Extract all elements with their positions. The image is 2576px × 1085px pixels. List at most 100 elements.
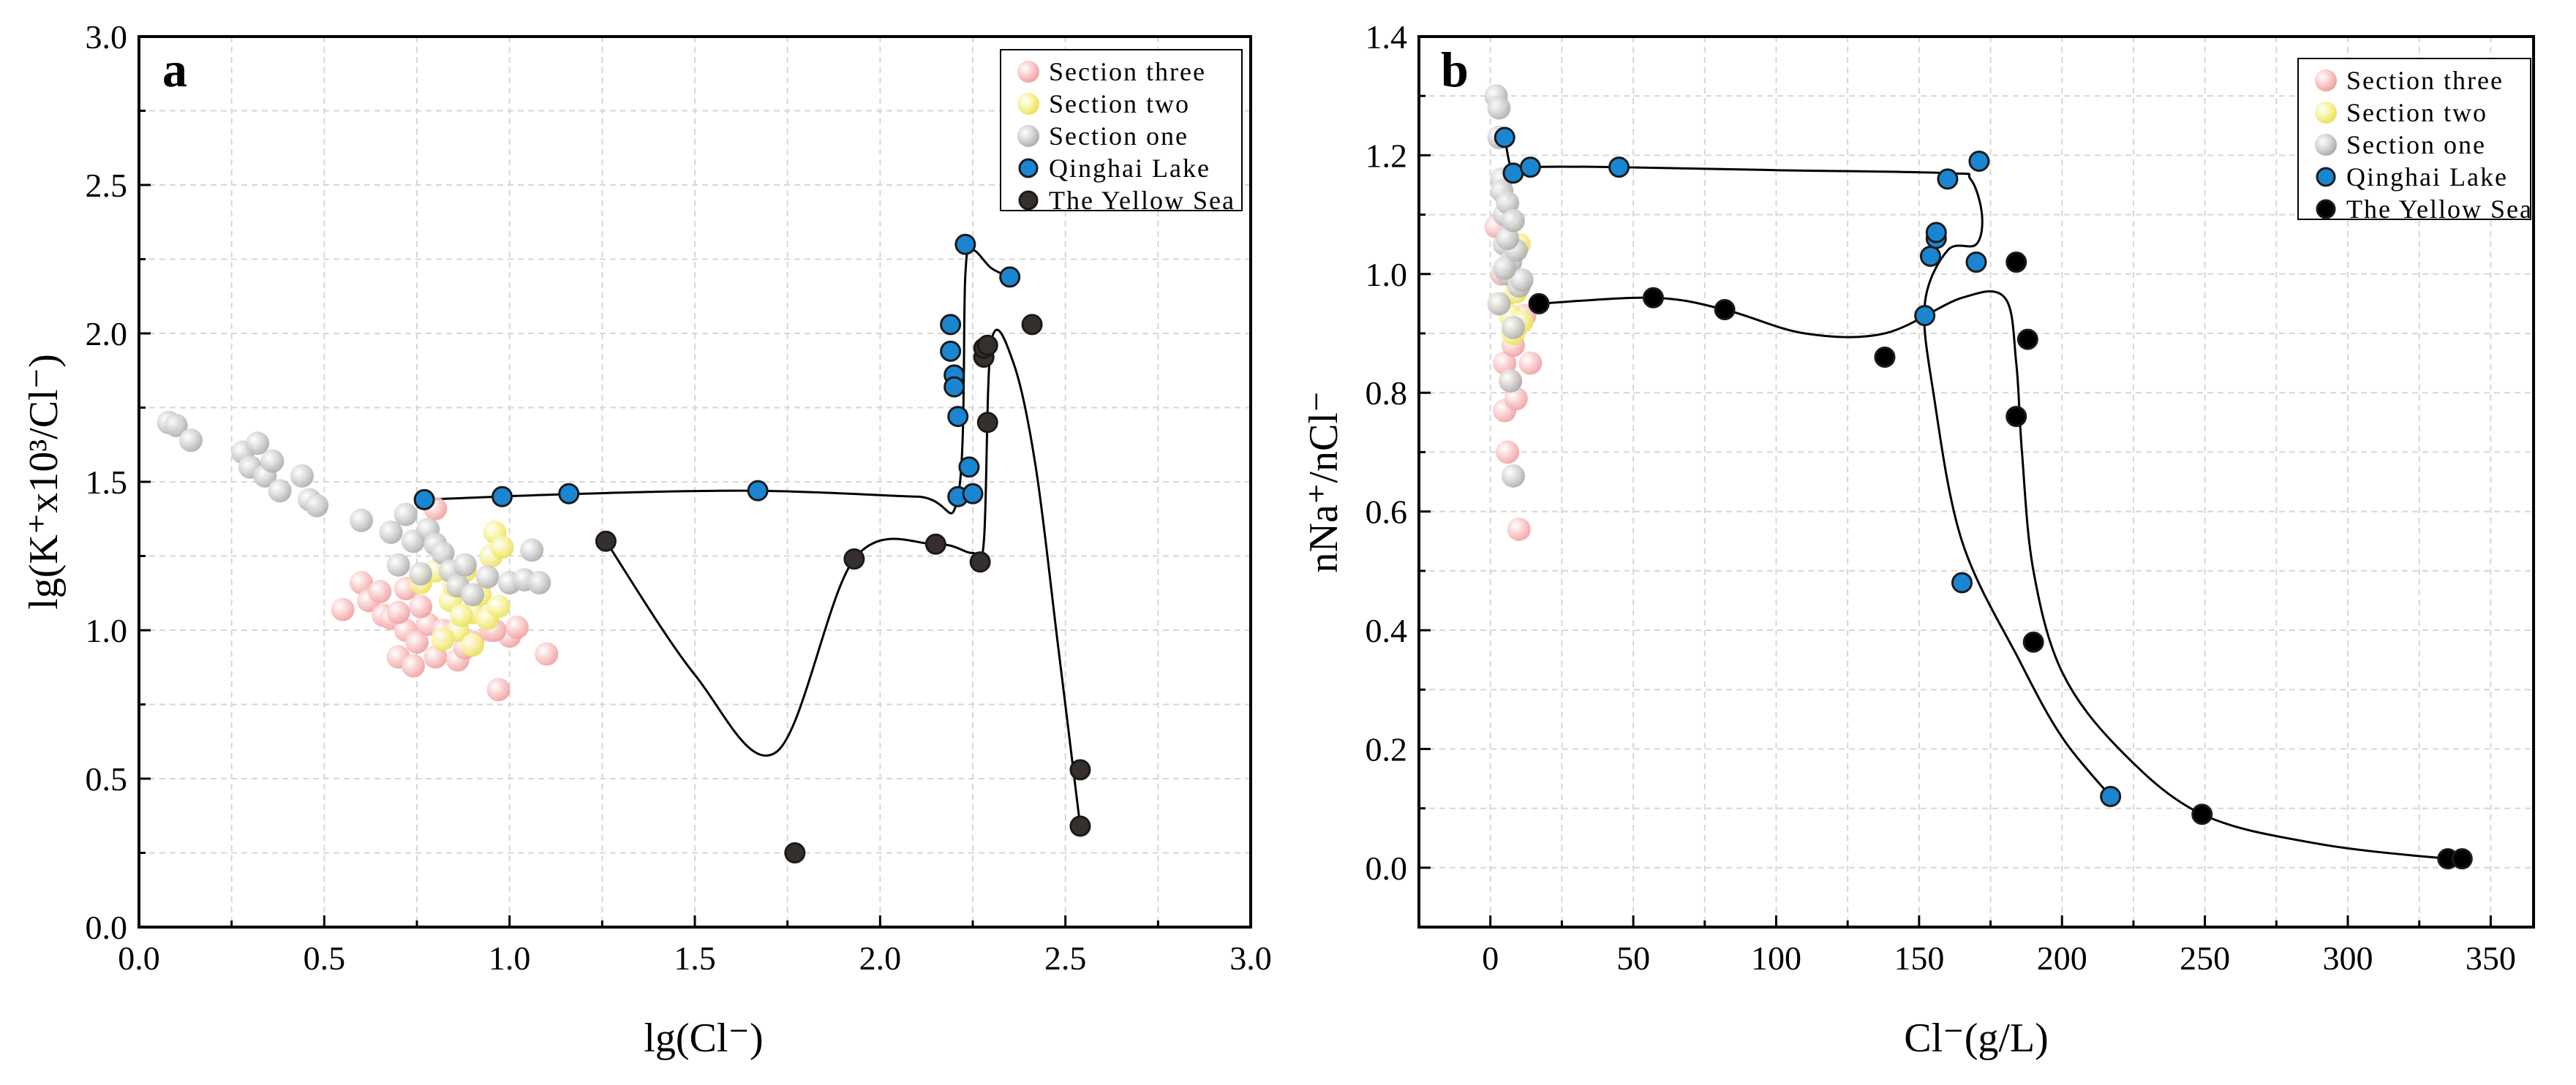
x-tick-label: 2.0 [859,940,902,977]
legend-label-qinghai-lake: Qinghai Lake [2346,162,2508,192]
point-the-yellow-sea [976,334,998,356]
legend-marker-section-one [1017,125,1039,147]
point-the-yellow-sea [784,842,806,863]
y-axis-title-b: nNa⁺/nCl⁻ [1301,391,1347,573]
legend-label-section-three: Section three [2346,66,2504,95]
x-tick-label: 2.5 [1044,940,1087,977]
point-section-one [461,583,484,607]
point-section-one [475,564,500,589]
point-section-three [486,678,511,702]
point-the-yellow-sea [2191,804,2213,825]
legend-box [2297,58,2531,220]
panel-letter-b: b [1441,42,1469,97]
point-section-three [350,571,373,595]
point-section-one [1510,268,1534,292]
point-section-one [527,571,551,595]
point-section-one [1501,208,1525,232]
point-the-yellow-sea [2016,328,2038,350]
legend-a: Section three Section two Section one Qingh… [1000,49,1243,215]
point-section-one [350,508,373,532]
point-qinghai-lake [1965,252,1987,273]
point-section-three [409,594,433,619]
y-tick-label: 1.0 [86,612,128,649]
y-tick-label: 2.0 [86,315,128,352]
point-qinghai-lake [413,488,435,510]
x-tick-label: 100 [1751,940,1801,977]
trend-curves-b [1503,137,2465,861]
x-tick-label: 200 [2037,940,2087,977]
legend-label-qinghai-lake: Qinghai Lake [1049,154,1210,183]
point-qinghai-lake [558,483,580,504]
points-b [1484,84,2473,870]
x-tick-label: 350 [2466,940,2516,977]
y-tick-label: 2.5 [86,167,128,204]
point-section-one [386,553,410,577]
x-tick-label: 250 [2180,940,2230,977]
point-qinghai-lake [747,480,769,502]
point-the-yellow-sea [595,530,617,552]
y-tick-label: 1.5 [86,464,128,501]
point-section-three [1507,517,1531,541]
point-qinghai-lake [1937,168,1959,190]
y-tick-label: 0.0 [86,909,128,946]
legend-label-the-yellow-sea: The Yellow Sea [2346,194,2533,224]
x-tick-label: 300 [2323,940,2373,977]
point-the-yellow-sea [1642,287,1664,309]
point-qinghai-lake [1919,245,1941,267]
point-section-one [520,538,544,562]
point-section-one [305,494,329,518]
legend-label-section-one: Section one [2346,130,2486,159]
point-the-yellow-sea [1714,299,1736,321]
point-section-one [290,464,314,488]
legend-label-section-two: Section two [2346,98,2488,127]
y-tick-label: 0.8 [1366,374,1408,412]
point-section-three [368,580,392,604]
point-section-one [178,428,203,453]
legend-marker-section-two [1017,93,1039,115]
point-section-two [486,594,511,619]
point-qinghai-lake [1925,222,1947,243]
point-section-two [490,535,514,559]
point-qinghai-lake [1914,305,1936,327]
point-the-yellow-sea [1069,815,1091,837]
point-section-one [260,449,285,473]
curve-the-yellow-sea-trend [605,328,1082,827]
point-qinghai-lake [958,456,980,478]
point-the-yellow-sea [976,412,998,434]
points-a [157,233,1091,863]
point-section-one [1487,96,1511,120]
point-qinghai-lake [1951,572,1973,594]
x-axis-title-a: lg(Cl⁻) [644,1016,763,1061]
panel-b: 0 50 100 150 200 250 300 350 0.0 0.2 0.4 0.6 0.8 1.0 1… [1301,18,2535,1061]
point-section-one [1499,368,1523,393]
point-section-one [246,431,270,455]
point-section-one [164,413,188,437]
y-tick-label: 1.4 [1366,18,1408,56]
legend-marker-section-three [1017,61,1039,83]
grid-b [1419,37,2534,927]
x-tick-label: 50 [1616,940,1650,977]
point-qinghai-lake [1519,156,1541,178]
point-section-three [386,600,410,624]
x-tick-label: 0.5 [304,940,346,977]
point-the-yellow-sea [969,551,991,573]
y-tick-label: 0.4 [1366,612,1408,649]
point-the-yellow-sea [2006,406,2027,428]
y-tick-label: 0.2 [1366,730,1408,768]
point-section-three [405,630,429,654]
legend-marker-the-yellow-sea [1018,190,1039,211]
point-section-three [331,597,355,621]
curve-the-yellow-sea-trend [1539,290,2465,861]
x-tick-label: 1.5 [674,940,716,977]
x-tick-label: 1.0 [489,940,531,977]
point-section-three [505,615,529,639]
point-section-one [1496,191,1520,215]
legend-marker-qinghai-lake [2316,167,2336,187]
legend-label-section-three: Section three [1049,57,1206,86]
legend-label-the-yellow-sea: The Yellow Sea [1049,186,1235,215]
point-section-three [1518,351,1543,375]
legend-marker-qinghai-lake [1018,158,1039,178]
ticks-a: 0.0 0.5 1.0 1.5 2.0 2.5 3.0 0.0 0.5 1.0 1.5 2.0 2.5 3… [86,18,1272,977]
point-section-one [431,541,455,565]
